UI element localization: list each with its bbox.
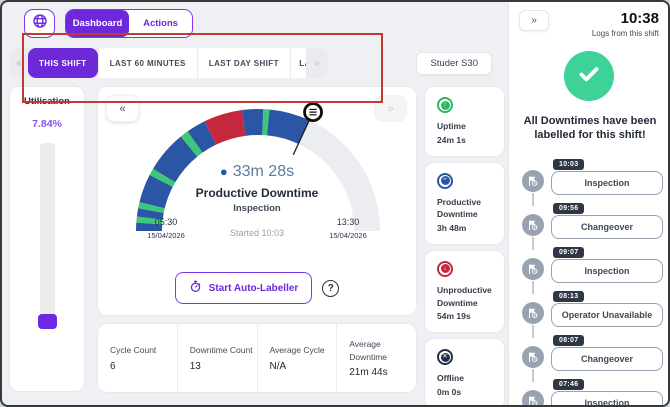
stat-downtime-count: Downtime Count 13	[177, 324, 257, 392]
stat-average-downtime: Average Downtime 21m 44s	[336, 324, 416, 392]
stat-average-cycle: Average Cycle N/A	[257, 324, 337, 392]
minus-circle-icon: −	[437, 173, 453, 189]
tab-dashboard[interactable]: Dashboard	[66, 10, 129, 37]
checkmark-icon	[576, 61, 602, 92]
log-time-badge: 09:56	[553, 203, 584, 214]
log-time-badge: 08:07	[553, 335, 584, 346]
auto-flag-icon	[522, 214, 544, 236]
utilisation-title: Utilisation	[10, 96, 84, 107]
log-time-badge: 08:13	[553, 291, 584, 302]
dashboard-content: Utilisation 7.84% « » ●33m 28s Produ	[2, 78, 508, 405]
log-label-button[interactable]: Inspection	[551, 391, 663, 405]
metric-uptime: ↑ Uptime 24m 1s	[424, 86, 505, 157]
metric-offline: ✕ Offline 0m 0s	[424, 338, 505, 405]
tab-this-shift[interactable]: THIS SHIFT	[28, 48, 98, 78]
main-area: Dashboard Actions « THIS SHIFT LAST 60 M…	[2, 2, 508, 405]
arrow-down-circle-icon: ↓	[437, 261, 453, 277]
metric-unproductive-downtime: ↓ Unproductive Downtime 54m 19s	[424, 250, 505, 333]
main-nav: Dashboard Actions	[65, 9, 193, 38]
utilisation-gauge-track	[40, 143, 55, 329]
downtime-log-timeline: 10:03 Inspection 09:56 Changeover	[519, 153, 659, 405]
log-entry: 09:07 Inspection	[522, 241, 659, 283]
log-time-badge: 10:03	[553, 159, 584, 170]
log-entry: 10:03 Inspection	[522, 153, 659, 195]
auto-flag-icon	[522, 390, 544, 405]
log-label-button[interactable]: Inspection	[551, 259, 663, 283]
log-entry: 07:46 Inspection	[522, 373, 659, 405]
auto-flag-icon	[522, 170, 544, 192]
time-range-row: « THIS SHIFT LAST 60 MINUTES LAST DAY SH…	[2, 48, 508, 78]
log-label-button[interactable]: Changeover	[551, 215, 663, 239]
globe-button[interactable]	[24, 9, 55, 38]
sidebar-collapse-button[interactable]: »	[519, 10, 549, 31]
globe-icon	[32, 13, 48, 34]
help-button[interactable]: ?	[322, 280, 339, 297]
top-bar: Dashboard Actions	[2, 2, 508, 38]
tabs-scroll-left-icon[interactable]: «	[10, 48, 28, 78]
log-label-button[interactable]: Changeover	[551, 347, 663, 371]
utilisation-value: 7.84%	[10, 118, 84, 130]
logs-header: » 10:38 Logs from this shift	[519, 10, 659, 38]
log-entry: 09:56 Changeover	[522, 197, 659, 239]
x-circle-icon: ✕	[437, 349, 453, 365]
app-window: Dashboard Actions « THIS SHIFT LAST 60 M…	[0, 0, 670, 407]
tab-last-60-minutes[interactable]: LAST 60 MINUTES	[98, 48, 197, 78]
logs-sidebar: » 10:38 Logs from this shift All Downtim…	[508, 2, 668, 405]
auto-flag-icon	[522, 258, 544, 280]
log-time-badge: 07:46	[553, 379, 584, 390]
log-entry: 08:13 Operator Unavailable	[522, 285, 659, 327]
downtime-gauge-card: « » ●33m 28s Productive Downtime Inspect…	[97, 86, 417, 316]
log-time-badge: 09:07	[553, 247, 584, 258]
machine-selector[interactable]: Studer S30	[416, 52, 492, 75]
utilisation-gauge-fill	[38, 314, 57, 329]
log-entry: 08:07 Changeover	[522, 329, 659, 371]
time-range-tabstrip: « THIS SHIFT LAST 60 MINUTES LAST DAY SH…	[10, 48, 328, 78]
metric-productive-downtime: − Productive Downtime 3h 48m	[424, 162, 505, 245]
stat-cycle-count: Cycle Count 6	[98, 324, 177, 392]
arrow-up-circle-icon: ↑	[437, 97, 453, 113]
auto-flag-icon	[522, 302, 544, 324]
tabs-scroll-right-icon[interactable]: »	[306, 48, 328, 78]
metrics-column: ↑ Uptime 24m 1s − Productive Downtime 3h…	[424, 86, 505, 405]
stopwatch-icon	[189, 280, 202, 296]
start-auto-labeller-button[interactable]: Start Auto-Labeller	[175, 272, 313, 304]
tab-actions[interactable]: Actions	[129, 10, 192, 37]
all-labelled-check	[564, 51, 614, 101]
utilisation-card: Utilisation 7.84%	[9, 86, 85, 392]
auto-labeller-row: Start Auto-Labeller ?	[98, 272, 416, 304]
shift-stats-card: Cycle Count 6 Downtime Count 13 Average …	[97, 323, 417, 393]
tab-last-day-shift[interactable]: LAST DAY SHIFT	[197, 48, 290, 78]
auto-flag-icon	[522, 346, 544, 368]
log-label-button[interactable]: Operator Unavailable	[551, 303, 663, 327]
current-time: 10:38	[592, 10, 659, 27]
center-column: « » ●33m 28s Productive Downtime Inspect…	[97, 86, 417, 393]
logs-message: All Downtimes have been labelled for thi…	[519, 114, 661, 143]
logs-subtitle: Logs from this shift	[592, 29, 659, 38]
log-label-button[interactable]: Inspection	[551, 171, 663, 195]
